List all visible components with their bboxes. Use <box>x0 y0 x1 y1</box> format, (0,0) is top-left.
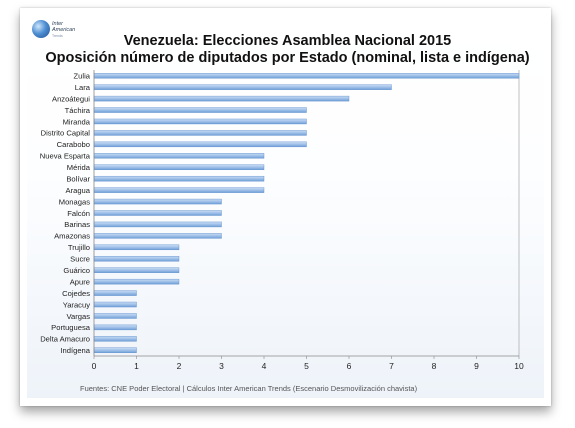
x-tick-label: 3 <box>219 361 224 371</box>
bar <box>93 84 392 90</box>
bar <box>93 336 137 342</box>
chart-subtitle: Oposición número de diputados por Estado… <box>45 50 530 66</box>
bar <box>93 130 307 136</box>
category-label: Portuguesa <box>51 323 91 332</box>
bar <box>93 347 137 353</box>
bar <box>93 107 307 113</box>
bar <box>93 187 265 193</box>
chart-title: Venezuela: Elecciones Asamblea Nacional … <box>123 33 452 49</box>
x-tick-label: 5 <box>304 361 309 371</box>
bar <box>93 244 180 251</box>
category-label: Sucre <box>70 255 90 264</box>
category-label: Anzoátegui <box>52 94 90 103</box>
category-label: Delta Amacuro <box>40 335 90 344</box>
bar <box>93 278 180 285</box>
logo-text: Inter American <box>52 21 75 33</box>
logo-line1: Inter <box>52 21 64 27</box>
x-tick-label: 6 <box>347 361 352 371</box>
bar <box>93 175 265 182</box>
category-label: Miranda <box>63 117 91 126</box>
bar <box>93 301 137 308</box>
source-note: Fuentes: CNE Poder Electoral | Cálculos … <box>80 384 418 393</box>
category-label: Distrito Capital <box>41 129 91 138</box>
category-label: Indígena <box>60 346 90 355</box>
x-tick-label: 10 <box>514 361 524 371</box>
bar <box>93 256 180 262</box>
axes <box>93 70 520 359</box>
category-label: Carabobo <box>57 140 90 149</box>
x-tick-label: 1 <box>134 361 139 371</box>
category-label: Barinas <box>64 220 90 229</box>
bar <box>93 210 222 216</box>
bar <box>93 324 137 331</box>
x-tick-label: 4 <box>262 361 267 371</box>
x-tick-label: 9 <box>474 361 479 371</box>
slide-background <box>27 16 544 398</box>
bar <box>93 313 137 319</box>
category-label: Vargas <box>67 312 91 321</box>
category-label: Zulia <box>74 72 91 81</box>
x-tick-label: 2 <box>177 361 182 371</box>
category-label: Yaracuy <box>63 300 90 309</box>
bar <box>93 221 222 228</box>
bar <box>93 118 307 125</box>
bar <box>93 290 137 296</box>
logo-line3: Trends <box>52 34 63 38</box>
x-tick-label: 7 <box>389 361 394 371</box>
logo-line2: American <box>52 27 76 33</box>
category-label: Bolívar <box>66 174 90 183</box>
x-tick-label: 0 <box>92 361 97 371</box>
category-label: Guárico <box>63 266 90 275</box>
category-label: Falcón <box>67 209 90 218</box>
category-label: Cojedes <box>62 289 90 298</box>
inter-american-trends-logo: Inter American Trends <box>32 20 92 46</box>
category-label: Táchira <box>65 106 91 115</box>
x-tick-label: 8 <box>432 361 437 371</box>
bar <box>93 153 265 159</box>
category-label: Monagas <box>59 197 90 206</box>
category-label: Trujillo <box>68 243 90 252</box>
category-label: Nueva Esparta <box>40 152 91 161</box>
bar <box>93 141 307 148</box>
bar <box>93 267 180 273</box>
bar <box>93 233 222 239</box>
bar <box>93 95 350 102</box>
category-label: Apure <box>70 277 90 286</box>
bar <box>93 164 265 170</box>
bars <box>93 73 520 353</box>
category-labels: Zulia Lara Anzoátegui Táchira Miranda Distrit… <box>40 72 91 356</box>
globe-icon <box>32 20 50 38</box>
category-label: Lara <box>75 83 91 92</box>
category-label: Amazonas <box>54 232 90 241</box>
bar <box>93 73 520 79</box>
category-label: Aragua <box>66 186 91 195</box>
category-label: Mérida <box>67 163 91 172</box>
x-tick-labels: 0 1 2 3 4 5 6 7 8 9 10 <box>92 361 524 371</box>
bar <box>93 198 222 205</box>
